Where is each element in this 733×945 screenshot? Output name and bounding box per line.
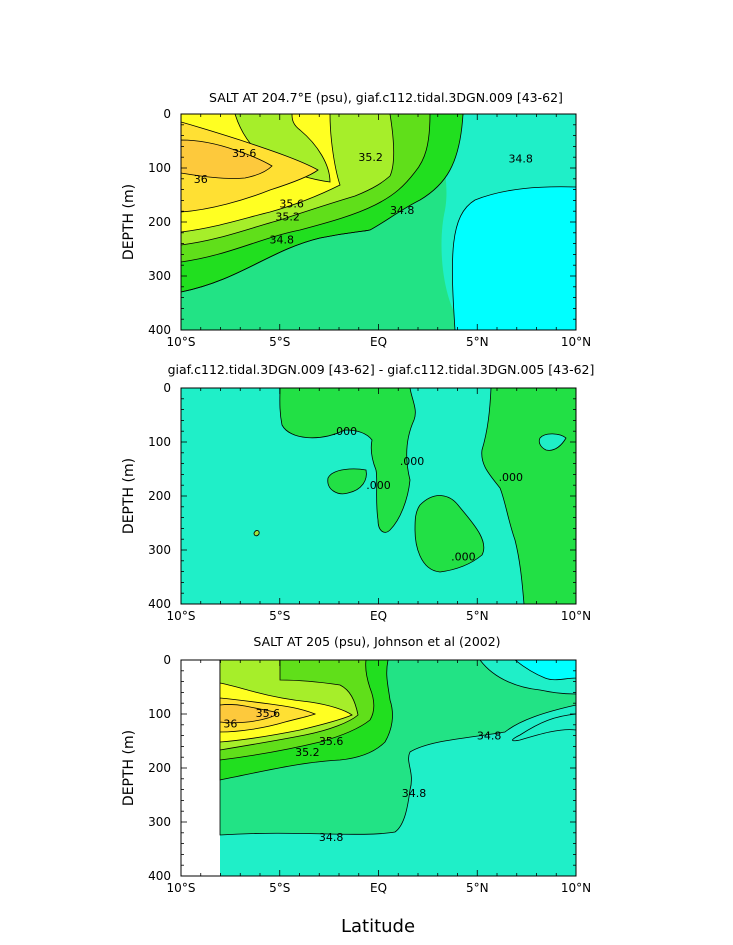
y-tick-label: 100 bbox=[148, 435, 171, 449]
x-tick-label: 5°N bbox=[466, 609, 489, 623]
x-tick-label: 5°S bbox=[269, 335, 290, 349]
contour-label: 34.8 bbox=[390, 204, 415, 217]
contour-label: 35.6 bbox=[279, 198, 304, 211]
x-tick-label: EQ bbox=[370, 335, 387, 349]
diff-pos-blob1 bbox=[327, 468, 367, 495]
panel-2-title: giaf.c112.tidal.3DGN.009 [43-62] - giaf.… bbox=[168, 362, 595, 377]
y-tick-label: 300 bbox=[148, 269, 171, 283]
contour-label: .000 bbox=[451, 550, 476, 563]
y-tick-label: 400 bbox=[148, 323, 171, 337]
panel-3-axes: 10°S 5°S EQ 5°N 10°N 0 100 200 300 400 DEPTH (m) bbox=[121, 653, 591, 895]
panel-1-contours bbox=[181, 114, 576, 330]
x-tick-label: 10°S bbox=[167, 609, 196, 623]
x-tick-label: 10°N bbox=[561, 609, 591, 623]
panel-model-salinity: SALT AT 204.7°E (psu), giaf.c112.tidal.3… bbox=[180, 90, 577, 331]
y-tick-label: 400 bbox=[148, 597, 171, 611]
contour-label: 34.8 bbox=[319, 831, 344, 844]
x-tick-label: EQ bbox=[370, 609, 387, 623]
panel-1-title: SALT AT 204.7°E (psu), giaf.c112.tidal.3… bbox=[209, 90, 563, 105]
y-tick-label: 100 bbox=[148, 161, 171, 175]
fill-36 bbox=[181, 139, 273, 179]
contour-label: 35.6 bbox=[232, 147, 257, 160]
y-axis-label: DEPTH (m) bbox=[121, 730, 137, 806]
y-tick-label: 200 bbox=[148, 215, 171, 229]
panel-2-axes: 10°S 5°S EQ 5°N 10°N 0 100 200 300 400 DEPTH (m) bbox=[121, 381, 591, 623]
obs-34-6-band bbox=[512, 713, 576, 742]
y-tick-label: 0 bbox=[163, 107, 171, 121]
x-tick-label: 10°S bbox=[167, 881, 196, 895]
contour-34-8-lower bbox=[181, 229, 371, 293]
diff-pos-top bbox=[279, 388, 416, 533]
contour-label: .000 bbox=[499, 471, 524, 484]
contour-label: 34.8 bbox=[402, 787, 427, 800]
panel-1-axes: 10°S 5°S EQ 5°N 10°N 0 100 200 300 400 DEPTH (m) bbox=[121, 107, 591, 349]
y-tick-label: 200 bbox=[148, 761, 171, 775]
y-tick-label: 300 bbox=[148, 815, 171, 829]
diff-spot bbox=[253, 530, 260, 537]
obs-34-4 bbox=[514, 660, 576, 681]
contour-label: 34.8 bbox=[508, 152, 533, 165]
contour-label: 35.2 bbox=[275, 211, 300, 224]
panel-3-contours bbox=[219, 660, 576, 876]
y-tick-label: 100 bbox=[148, 707, 171, 721]
contour-label: 34.8 bbox=[269, 233, 294, 246]
x-tick-label: 10°N bbox=[561, 335, 591, 349]
contour-label: 35.2 bbox=[358, 151, 383, 164]
diff-pos-blob2 bbox=[414, 495, 485, 573]
y-axis-label: DEPTH (m) bbox=[121, 458, 137, 534]
y-tick-label: 300 bbox=[148, 543, 171, 557]
x-tick-label: 10°N bbox=[561, 881, 591, 895]
y-tick-label: 200 bbox=[148, 489, 171, 503]
panel-2-contour-labels: .000 .000 .000 .000 .000 bbox=[333, 425, 523, 563]
x-axis-label: Latitude bbox=[341, 916, 415, 937]
contour-label: .000 bbox=[333, 425, 358, 438]
panel-observed-salinity: SALT AT 205 (psu), Johnson et al (2002) … bbox=[180, 634, 577, 937]
x-tick-label: 5°S bbox=[269, 609, 290, 623]
contour-label: 35.6 bbox=[256, 707, 281, 720]
x-tick-label: EQ bbox=[370, 881, 387, 895]
x-tick-label: 10°S bbox=[167, 335, 196, 349]
contour-label: 35.6 bbox=[319, 735, 344, 748]
contour-label: 36 bbox=[223, 718, 237, 731]
obs-36 bbox=[219, 703, 277, 724]
contour-label: .000 bbox=[400, 455, 425, 468]
panel-difference: giaf.c112.tidal.3DGN.009 [43-62] - giaf.… bbox=[168, 362, 595, 605]
panel-2-contours bbox=[181, 388, 576, 604]
y-tick-label: 400 bbox=[148, 869, 171, 883]
contour-label: 35.2 bbox=[295, 746, 320, 759]
y-axis-label: DEPTH (m) bbox=[121, 184, 137, 260]
fill-34-4 bbox=[451, 186, 576, 330]
x-tick-label: 5°N bbox=[466, 881, 489, 895]
contour-label: .000 bbox=[366, 479, 391, 492]
contour-label: 34.8 bbox=[477, 730, 502, 743]
x-tick-label: 5°N bbox=[466, 335, 489, 349]
y-tick-label: 0 bbox=[163, 653, 171, 667]
x-tick-label: 5°S bbox=[269, 881, 290, 895]
contour-label: 36 bbox=[194, 173, 208, 186]
y-tick-label: 0 bbox=[163, 381, 171, 395]
panel-3-title: SALT AT 205 (psu), Johnson et al (2002) bbox=[253, 634, 500, 649]
diff-neg-spot bbox=[538, 433, 567, 451]
